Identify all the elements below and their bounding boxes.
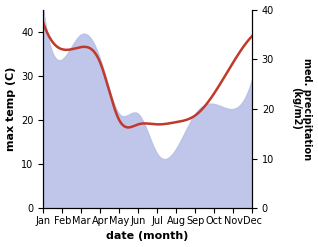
Y-axis label: max temp (C): max temp (C)	[5, 67, 16, 151]
X-axis label: date (month): date (month)	[107, 231, 189, 242]
Y-axis label: med. precipitation
(kg/m2): med. precipitation (kg/m2)	[291, 58, 313, 160]
